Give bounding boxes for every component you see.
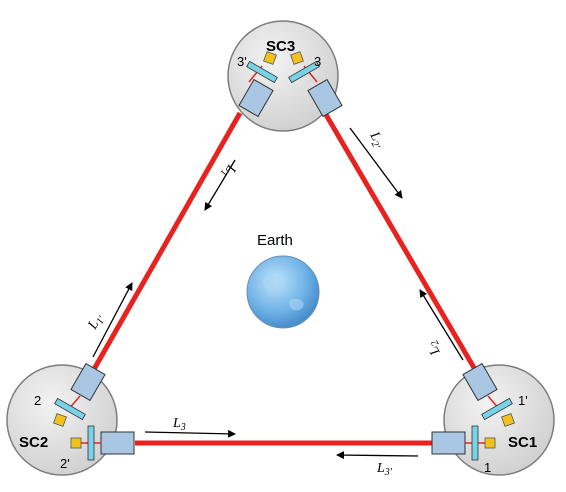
arrow-l2p	[349, 127, 403, 199]
arm-label-sub: 2	[429, 338, 441, 348]
test-mass-up	[53, 413, 67, 427]
arrow-l3	[144, 429, 236, 438]
arrow-l1	[204, 159, 236, 211]
sc3-port-left: 3'	[237, 54, 247, 69]
sc2-port-up: 2	[34, 393, 41, 408]
sc1-label: SC1	[508, 434, 537, 451]
telescope-left	[431, 431, 466, 455]
earth-landmass	[262, 275, 304, 311]
arm-label-l3: L3	[172, 416, 186, 433]
spacecraft-sc3: SC3 3' 3	[227, 20, 343, 132]
arm-label-l2p: L2'	[364, 129, 387, 152]
arm-label-base: L	[172, 416, 181, 431]
test-mass-left	[263, 51, 277, 65]
mirror-right	[288, 60, 320, 84]
test-mass-right	[290, 51, 304, 65]
spacecraft-sc1: SC1 1' 1	[431, 362, 555, 476]
arm-label-sub: 3	[180, 422, 186, 433]
arrow-l2	[419, 289, 464, 361]
arrow-l3p	[336, 451, 419, 460]
test-mass-left	[484, 437, 496, 449]
sc2-port-right: 2'	[60, 456, 70, 471]
telescope-right	[307, 78, 343, 118]
arm-label-l3p: L3'	[376, 461, 393, 478]
mirror-left	[246, 60, 278, 84]
arm-label-base: L	[376, 461, 385, 476]
earth-globe	[246, 255, 320, 329]
mirror-up	[54, 397, 86, 421]
laser-arm-sc3-sc1	[322, 111, 483, 380]
sc1-port-up: 1'	[518, 393, 528, 408]
arm-label-l1: L1	[217, 160, 239, 180]
arm-label-l2: L2	[424, 338, 446, 358]
telescope-up	[462, 362, 498, 402]
spacecraft-sc2: SC2 2 2'	[6, 362, 135, 476]
mirror-left	[471, 425, 479, 461]
telescope-up	[70, 362, 106, 402]
earth: Earth	[246, 232, 320, 329]
mirror-right	[87, 425, 95, 461]
laser-arm-sc3-sc2	[86, 111, 243, 380]
arrow-l1p	[92, 282, 133, 358]
mirror-up	[481, 397, 513, 421]
earth-label: Earth	[257, 232, 293, 249]
sc3-port-right: 3	[314, 54, 321, 69]
arm-label-l1p: L1'	[85, 311, 108, 334]
arm-label-sub: 1	[217, 168, 229, 178]
test-mass-up	[501, 413, 515, 427]
test-mass-right	[70, 437, 82, 449]
arm-label-sub: 3'	[384, 467, 393, 478]
sc3-label: SC3	[266, 38, 295, 55]
telescope-right	[100, 431, 135, 455]
spacecraft-body	[443, 364, 555, 476]
telescope-left	[238, 78, 274, 118]
sc1-port-left: 1	[484, 460, 491, 475]
sc2-label: SC2	[19, 434, 48, 451]
